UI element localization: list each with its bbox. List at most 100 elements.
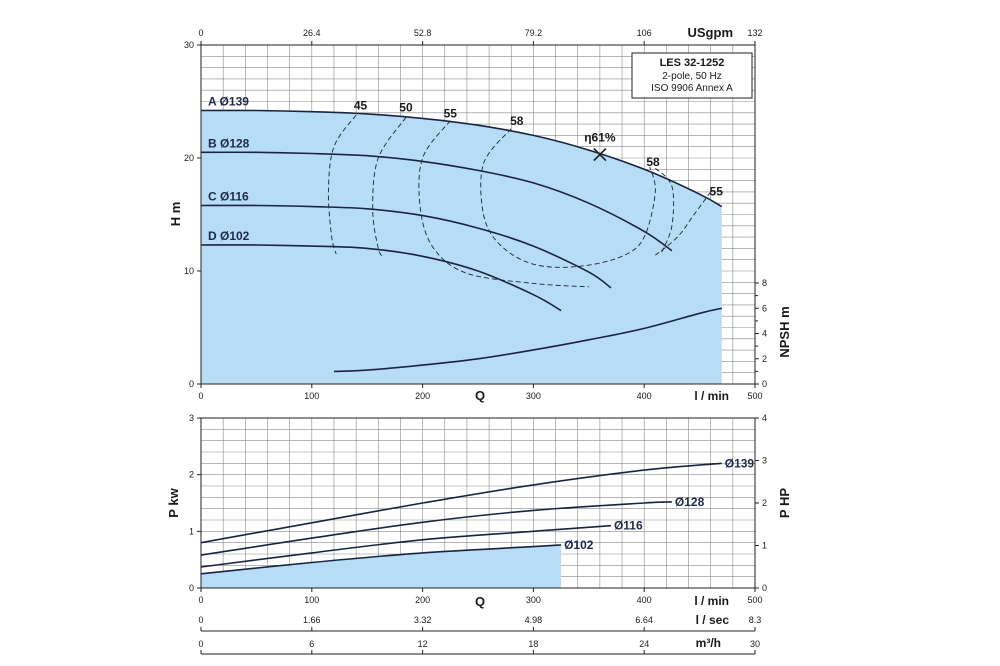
m3h-tick-label: 12 [418, 639, 428, 649]
power-kw-axis-title: P kw [166, 487, 181, 517]
head-tick-label: 0 [189, 379, 194, 389]
power-kw-tick-label: 2 [189, 470, 194, 480]
head-curve-2 [200, 204, 612, 289]
m3h-tick-label: 30 [750, 639, 760, 649]
npsh-tick-label: 6 [762, 303, 767, 313]
m3h-tick-label: 18 [528, 639, 538, 649]
power-curve-label: Ø139 [725, 456, 755, 470]
power-curve-label: Ø102 [564, 538, 594, 552]
flow-axis-q-top: Q [475, 388, 485, 403]
power-shaded-region [201, 544, 562, 588]
power-curve-label: Ø116 [614, 519, 643, 533]
flow-unit-lmin-top: l / min [694, 389, 729, 403]
npsh-tick-label: 0 [762, 379, 767, 389]
flow-tick-label: 100 [304, 391, 319, 401]
power-curve-0 [200, 462, 722, 544]
model-standard-text: ISO 9906 Annex A [651, 83, 733, 94]
head-tick-label: 20 [184, 153, 194, 163]
flow-tick-label: 500 [747, 391, 762, 401]
lsec-tick-label: 0 [198, 615, 203, 625]
lsec-tick-label: 6.64 [635, 615, 653, 625]
head-tick-label: 30 [184, 40, 194, 50]
head-shaded-region [201, 110, 722, 384]
npsh-tick-label: 4 [762, 329, 767, 339]
power-curves: Ø139 Ø128 Ø116 Ø102 [200, 456, 755, 575]
head-curves: A Ø139 B Ø128 C Ø116 D Ø102 [200, 95, 723, 373]
lsec-tick-label: 8.3 [749, 615, 762, 625]
usgpm-tick-label: 79.2 [525, 28, 543, 38]
model-info-box: LES 32-1252 2-pole, 50 Hz ISO 9906 Annex… [631, 52, 753, 99]
usgpm-tick-label: 132 [747, 28, 762, 38]
power-hp-axis-title: P HP [777, 488, 792, 518]
model-pole-text: 2-pole, 50 Hz [662, 71, 721, 82]
head-tick-label: 10 [184, 266, 194, 276]
power-flow-tick-label: 300 [526, 595, 541, 605]
npsh-tick-label: 8 [762, 278, 767, 288]
head-curve-0 [200, 109, 723, 208]
efficiency-label: 58 [646, 155, 660, 169]
power-curve-1 [200, 501, 672, 556]
power-hp-tick-label: 4 [762, 413, 767, 423]
power-curve-2 [200, 524, 612, 568]
usgpm-tick-label: 106 [637, 28, 652, 38]
usgpm-tick-label: 0 [198, 28, 203, 38]
npsh-curve [333, 307, 722, 373]
power-hp-tick-label: 0 [762, 583, 767, 593]
efficiency-contour [418, 120, 589, 288]
flow-axis-q-bottom: Q [475, 594, 485, 609]
head-curve-label: D Ø102 [208, 229, 250, 243]
power-flow-tick-label: 200 [415, 595, 430, 605]
power-flow-tick-label: 100 [304, 595, 319, 605]
efficiency-label: 55 [710, 184, 724, 198]
flow-unit-m3h: m³/h [696, 636, 721, 650]
efficiency-contour [654, 167, 675, 255]
flow-tick-label: 300 [526, 391, 541, 401]
lsec-tick-label: 3.32 [414, 615, 432, 625]
efficiency-contours: 45 50 55 58 58 55 η61% [327, 98, 724, 288]
power-flow-tick-label: 0 [198, 595, 203, 605]
power-curve-label: Ø128 [675, 495, 705, 509]
efficiency-contour [480, 128, 656, 268]
power-kw-tick-label: 0 [189, 583, 194, 593]
secondary-flow-scales: 0 1.66 3.32 4.98 6.64 8.3 0 6 12 18 24 30 [198, 615, 761, 654]
head-axis-title: H m [168, 202, 183, 227]
flow-tick-label: 0 [198, 391, 203, 401]
efficiency-label: 55 [444, 106, 458, 120]
m3h-tick-label: 0 [198, 639, 203, 649]
power-chart-grid [201, 418, 755, 588]
bep-label: η61% [584, 131, 616, 145]
model-info-frame [631, 52, 753, 99]
power-operating-area [201, 544, 562, 588]
bep-marker [593, 148, 607, 162]
power-hp-tick-label: 2 [762, 498, 767, 508]
lsec-tick-label: 1.66 [303, 615, 321, 625]
head-operating-area [201, 110, 722, 384]
power-flow-tick-label: 400 [637, 595, 652, 605]
power-kw-tick-label: 1 [189, 526, 194, 536]
head-chart-frame [200, 44, 756, 385]
efficiency-contour [655, 191, 712, 256]
m3h-tick-label: 24 [639, 639, 649, 649]
usgpm-axis-title: USgpm [688, 25, 734, 40]
flow-unit-lsec: l / sec [696, 613, 730, 627]
model-title: LES 32-1252 [660, 57, 725, 69]
power-curve-3 [200, 544, 562, 575]
efficiency-contour [327, 114, 357, 255]
efficiency-label: 45 [354, 98, 368, 112]
efficiency-label: 50 [399, 101, 413, 115]
npsh-tick-label: 2 [762, 354, 767, 364]
flow-tick-label: 400 [637, 391, 652, 401]
flow-unit-lmin-bottom: l / min [694, 594, 729, 608]
head-curve-3 [200, 244, 562, 312]
power-flow-tick-label: 500 [747, 595, 762, 605]
head-curve-label: A Ø139 [208, 95, 249, 109]
flow-tick-label: 200 [415, 391, 430, 401]
power-hp-tick-label: 3 [762, 456, 767, 466]
head-curve-1 [200, 151, 673, 252]
usgpm-tick-label: 52.8 [414, 28, 432, 38]
power-kw-tick-label: 3 [189, 413, 194, 423]
